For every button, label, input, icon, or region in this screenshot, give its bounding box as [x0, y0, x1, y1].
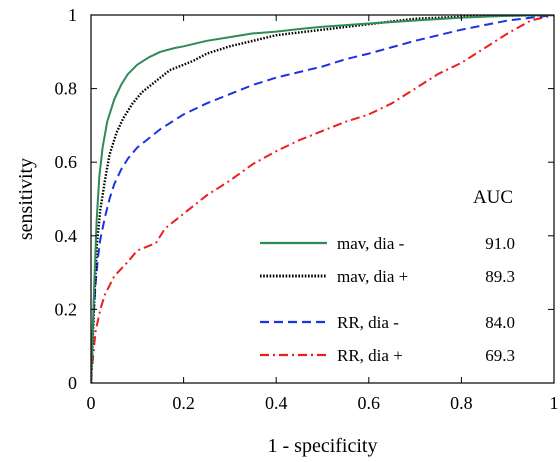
legend-auc-2: 89.3 [485, 267, 515, 286]
axes: 0 0.2 0.4 0.6 0.8 1 0 0.2 0.4 0.6 0.8 1 1 - specific… [15, 5, 559, 457]
y-tick-label: 0.8 [55, 79, 78, 99]
series-line-3 [91, 15, 554, 383]
x-tick-label: 0 [87, 393, 96, 413]
y-tick-label: 0.6 [55, 152, 78, 172]
legend: AUC mav, dia - 91.0 mav, dia + 89.3 RR, dia -… [260, 187, 515, 365]
plot-frame [90, 14, 555, 384]
auc-header: AUC [473, 187, 513, 208]
x-tick-label: 0.8 [450, 393, 473, 413]
y-tick-label: 0.2 [55, 299, 78, 319]
y-tick-label: 1 [68, 5, 77, 25]
series-line-1 [91, 15, 554, 383]
legend-label-4: RR, dia + [337, 346, 403, 365]
legend-auc-1: 91.0 [485, 234, 515, 253]
x-axis-label: 1 - specificity [268, 435, 378, 457]
y-tick-label: 0.4 [55, 226, 78, 246]
legend-label-1: mav, dia - [337, 234, 405, 253]
legend-auc-4: 69.3 [485, 346, 515, 365]
series-line-4 [91, 15, 554, 383]
x-tick-label: 0.4 [265, 393, 288, 413]
x-tick-label: 0.6 [358, 393, 381, 413]
x-tick-label: 1 [550, 393, 559, 413]
x-tick-label: 0.2 [172, 393, 195, 413]
y-axis-label: sensitivity [15, 158, 37, 240]
y-tick-label: 0 [68, 373, 77, 393]
series-line-2 [91, 15, 554, 383]
legend-label-2: mav, dia + [337, 267, 408, 286]
legend-label-3: RR, dia - [337, 313, 399, 332]
plot-area [91, 15, 554, 383]
legend-auc-3: 84.0 [485, 313, 515, 332]
